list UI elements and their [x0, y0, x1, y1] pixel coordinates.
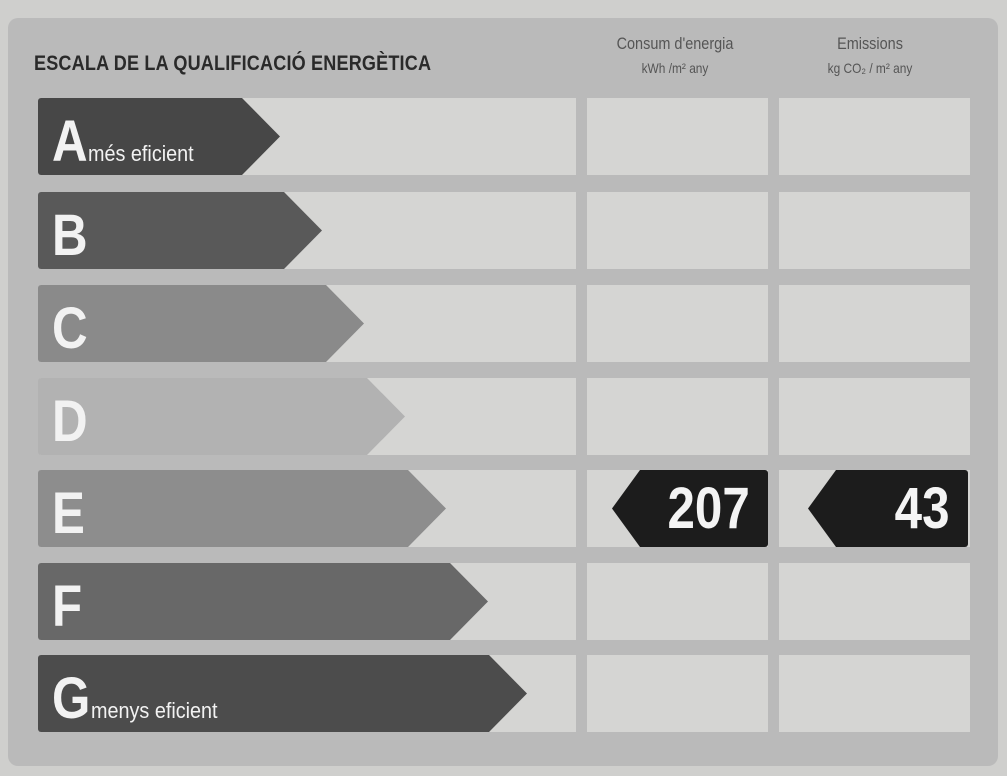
rating-letter: G — [52, 666, 91, 731]
consum-label: Consum d'energia — [616, 34, 734, 53]
emissions-header: Emissions kg CO₂ / m² any — [789, 34, 951, 76]
rating-arrow-e: E — [38, 470, 446, 547]
rating-letter: F — [52, 574, 83, 639]
rating-note: més eficient — [87, 141, 194, 166]
emissions-cell — [779, 285, 970, 362]
emissions-cell — [779, 655, 970, 732]
emissions-label: Emissions — [837, 34, 903, 53]
consum-value-marker: 207 — [612, 470, 768, 547]
consum-cell — [587, 563, 768, 640]
rating-letter: D — [52, 389, 88, 454]
rating-arrow-b: B — [38, 192, 322, 269]
consum-cell — [587, 192, 768, 269]
emissions-cell — [779, 378, 970, 455]
rating-letter: E — [52, 481, 85, 546]
consum-unit: kWh /m² any — [641, 60, 709, 76]
consum-cell — [587, 378, 768, 455]
emissions-cell — [779, 192, 970, 269]
emissions-unit: kg CO₂ / m² any — [827, 60, 913, 76]
consum-cell — [587, 655, 768, 732]
consum-cell — [587, 285, 768, 362]
rating-letter: C — [52, 296, 88, 361]
rating-note: menys eficient — [91, 698, 218, 723]
rating-arrow-f: F — [38, 563, 488, 640]
consum-cell — [587, 98, 768, 175]
rating-letter: B — [52, 203, 88, 268]
rating-letter: A — [52, 109, 88, 174]
consum-value: 207 — [667, 476, 750, 541]
rating-arrow-c: C — [38, 285, 364, 362]
emissions-value: 43 — [895, 476, 950, 541]
emissions-value-marker: 43 — [808, 470, 968, 547]
emissions-cell — [779, 98, 970, 175]
emissions-cell — [779, 563, 970, 640]
rating-arrow-d: D — [38, 378, 405, 455]
label-title: ESCALA DE LA QUALIFICACIÓ ENERGÈTICA — [34, 52, 432, 75]
consum-header: Consum d'energia kWh /m² any — [594, 34, 756, 76]
